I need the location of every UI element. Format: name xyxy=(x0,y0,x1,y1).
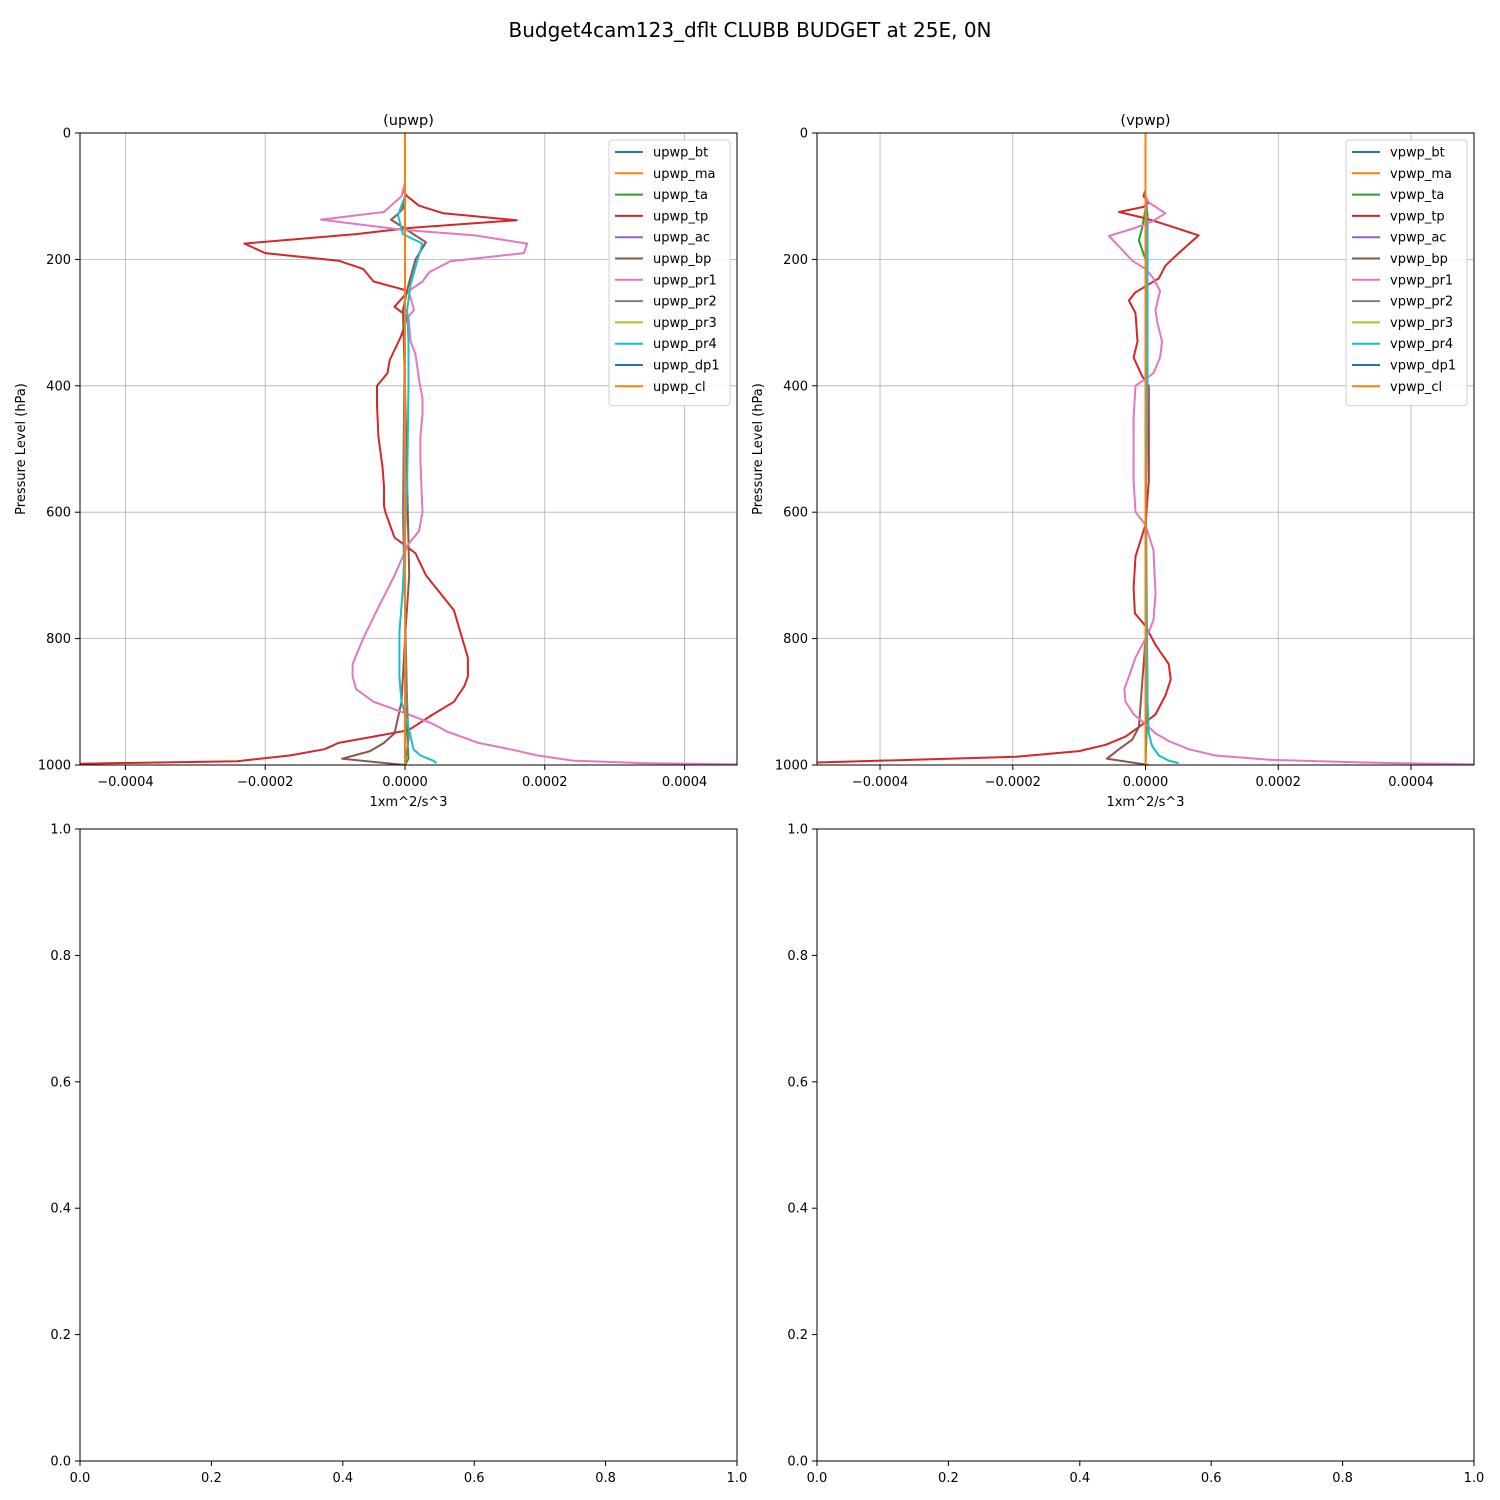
legend-label: upwp_ac xyxy=(653,231,710,246)
axes-frame xyxy=(816,828,1475,1462)
y-tick-label: 0.0 xyxy=(787,1455,808,1470)
x-tick-label: 0.4 xyxy=(332,1471,353,1486)
legend-label: upwp_dp1 xyxy=(653,359,720,374)
y-tick-label: 0.2 xyxy=(50,1328,71,1343)
chart-panel-1: −0.0004 −0.0002 0.0000 0.0002 0.0004 0 200 400 6… xyxy=(14,113,738,810)
y-tick-label: 200 xyxy=(46,253,71,268)
x-axis-label: 1xm^2/s^3 xyxy=(1106,795,1184,810)
y-tick-label: 400 xyxy=(46,379,71,394)
legend-box xyxy=(608,139,731,407)
legend-label: vpwp_cl xyxy=(1390,380,1442,395)
legend-label: vpwp_pr3 xyxy=(1390,316,1453,331)
legend-label: vpwp_bt xyxy=(1390,146,1445,161)
legend-label: upwp_bt xyxy=(653,146,708,161)
x-tick-label: −0.0004 xyxy=(97,775,153,790)
x-tick-label: 0.0004 xyxy=(1388,775,1434,790)
legend-label: vpwp_ta xyxy=(1390,188,1444,203)
y-tick-label: 1.0 xyxy=(50,823,71,838)
x-tick-label: 0.0004 xyxy=(662,775,708,790)
x-tick-label: 0.4 xyxy=(1069,1471,1090,1486)
series-group xyxy=(817,133,1474,765)
x-tick-label: 0.8 xyxy=(595,1471,616,1486)
y-tick-label: 600 xyxy=(46,506,71,521)
legend-label: upwp_pr1 xyxy=(653,273,717,288)
chart-panel-4: 0.0 0.2 0.4 0.6 0.8 1.0 0.0 0.2 0.4 0.6 0.8 1.0 xyxy=(787,823,1484,1487)
y-axis-label: Pressure Level (hPa) xyxy=(751,383,766,515)
x-tick-label: 0.0002 xyxy=(522,775,568,790)
x-tick-label: −0.0002 xyxy=(237,775,293,790)
y-tick-label: 0.8 xyxy=(50,949,71,964)
y-tick-label: 800 xyxy=(46,632,71,647)
y-tick-label: 0 xyxy=(63,127,71,142)
legend-label: vpwp_ma xyxy=(1390,167,1452,182)
legend-label: vpwp_tp xyxy=(1390,209,1445,224)
y-tick-label: 0.6 xyxy=(787,1075,808,1090)
y-tick-label: 0.8 xyxy=(787,949,808,964)
y-tick-label: 0.4 xyxy=(787,1202,808,1217)
legend-label: upwp_cl xyxy=(653,380,706,395)
series-group xyxy=(80,133,737,765)
legend-label: vpwp_pr4 xyxy=(1390,337,1453,352)
legend-label: upwp_ma xyxy=(653,167,716,182)
legend-box xyxy=(1345,139,1468,407)
chart-title: (vpwp) xyxy=(1120,113,1170,129)
panels: −0.0004 −0.0002 0.0000 0.0002 0.0004 0 200 400 6… xyxy=(14,113,1484,1486)
chart-panel-2: −0.0004 −0.0002 0.0000 0.0002 0.0004 0 200 400 6… xyxy=(751,113,1475,810)
x-tick-label: 0.0 xyxy=(70,1471,91,1486)
y-tick-label: 1.0 xyxy=(787,823,808,838)
figure-title: Budget4cam123_dflt CLUBB BUDGET at 25E, … xyxy=(508,18,991,42)
chart-panel-3: 0.0 0.2 0.4 0.6 0.8 1.0 0.0 0.2 0.4 0.6 0.8 1.0 xyxy=(50,823,747,1487)
y-tick-label: 200 xyxy=(783,253,808,268)
x-tick-label: 1.0 xyxy=(727,1471,748,1486)
legend-label: vpwp_bp xyxy=(1390,252,1448,267)
x-tick-label: 0.0002 xyxy=(1255,775,1301,790)
y-tick-label: 0.6 xyxy=(50,1075,71,1090)
x-axis-label: 1xm^2/s^3 xyxy=(369,795,447,810)
y-tick-label: 1000 xyxy=(38,759,71,774)
legend-label: upwp_ta xyxy=(653,188,708,203)
y-tick-label: 400 xyxy=(783,379,808,394)
x-tick-label: 0.6 xyxy=(464,1471,485,1486)
x-tick-label: 0.6 xyxy=(1201,1471,1222,1486)
x-tick-label: 0.0 xyxy=(807,1471,828,1486)
legend-label: vpwp_pr2 xyxy=(1390,295,1453,310)
x-tick-label: 0.8 xyxy=(1332,1471,1353,1486)
y-axis-label: Pressure Level (hPa) xyxy=(14,383,29,515)
y-tick-label: 0.0 xyxy=(50,1455,71,1470)
legend-label: upwp_pr4 xyxy=(653,337,717,352)
y-tick-label: 0 xyxy=(800,127,808,142)
series-line-upwp_pr1 xyxy=(320,133,737,765)
legend-label: vpwp_ac xyxy=(1390,231,1446,246)
legend-label: upwp_pr3 xyxy=(653,316,717,331)
y-tick-label: 0.2 xyxy=(787,1328,808,1343)
chart-title: (upwp) xyxy=(383,113,434,129)
series-line-upwp_tp xyxy=(80,133,518,765)
legend-label: vpwp_pr1 xyxy=(1390,273,1453,288)
series-line-vpwp_pr1 xyxy=(1108,133,1474,765)
x-tick-label: 1.0 xyxy=(1464,1471,1485,1486)
x-tick-label: 0.0000 xyxy=(382,775,428,790)
series-line-upwp_pr4 xyxy=(397,133,438,764)
legend-label: upwp_bp xyxy=(653,252,711,267)
y-tick-label: 0.4 xyxy=(50,1202,71,1217)
legend-label: upwp_pr2 xyxy=(653,295,717,310)
axes-frame xyxy=(79,132,738,766)
legend: upwp_bt upwp_ma upwp_ta upwp_tp upwp_ac upwp_… xyxy=(608,139,731,407)
x-tick-label: 0.2 xyxy=(938,1471,959,1486)
axes-frame xyxy=(79,828,738,1462)
y-tick-label: 1000 xyxy=(775,759,808,774)
y-tick-label: 800 xyxy=(783,632,808,647)
x-tick-label: 0.2 xyxy=(201,1471,222,1486)
x-tick-label: 0.0000 xyxy=(1123,775,1169,790)
legend-label: vpwp_dp1 xyxy=(1390,359,1456,374)
legend: vpwp_bt vpwp_ma vpwp_ta vpwp_tp vpwp_ac vpwp_… xyxy=(1345,139,1468,407)
y-tick-label: 600 xyxy=(783,506,808,521)
x-tick-label: −0.0002 xyxy=(985,775,1041,790)
legend-label: upwp_tp xyxy=(653,209,708,224)
x-tick-label: −0.0004 xyxy=(852,775,908,790)
